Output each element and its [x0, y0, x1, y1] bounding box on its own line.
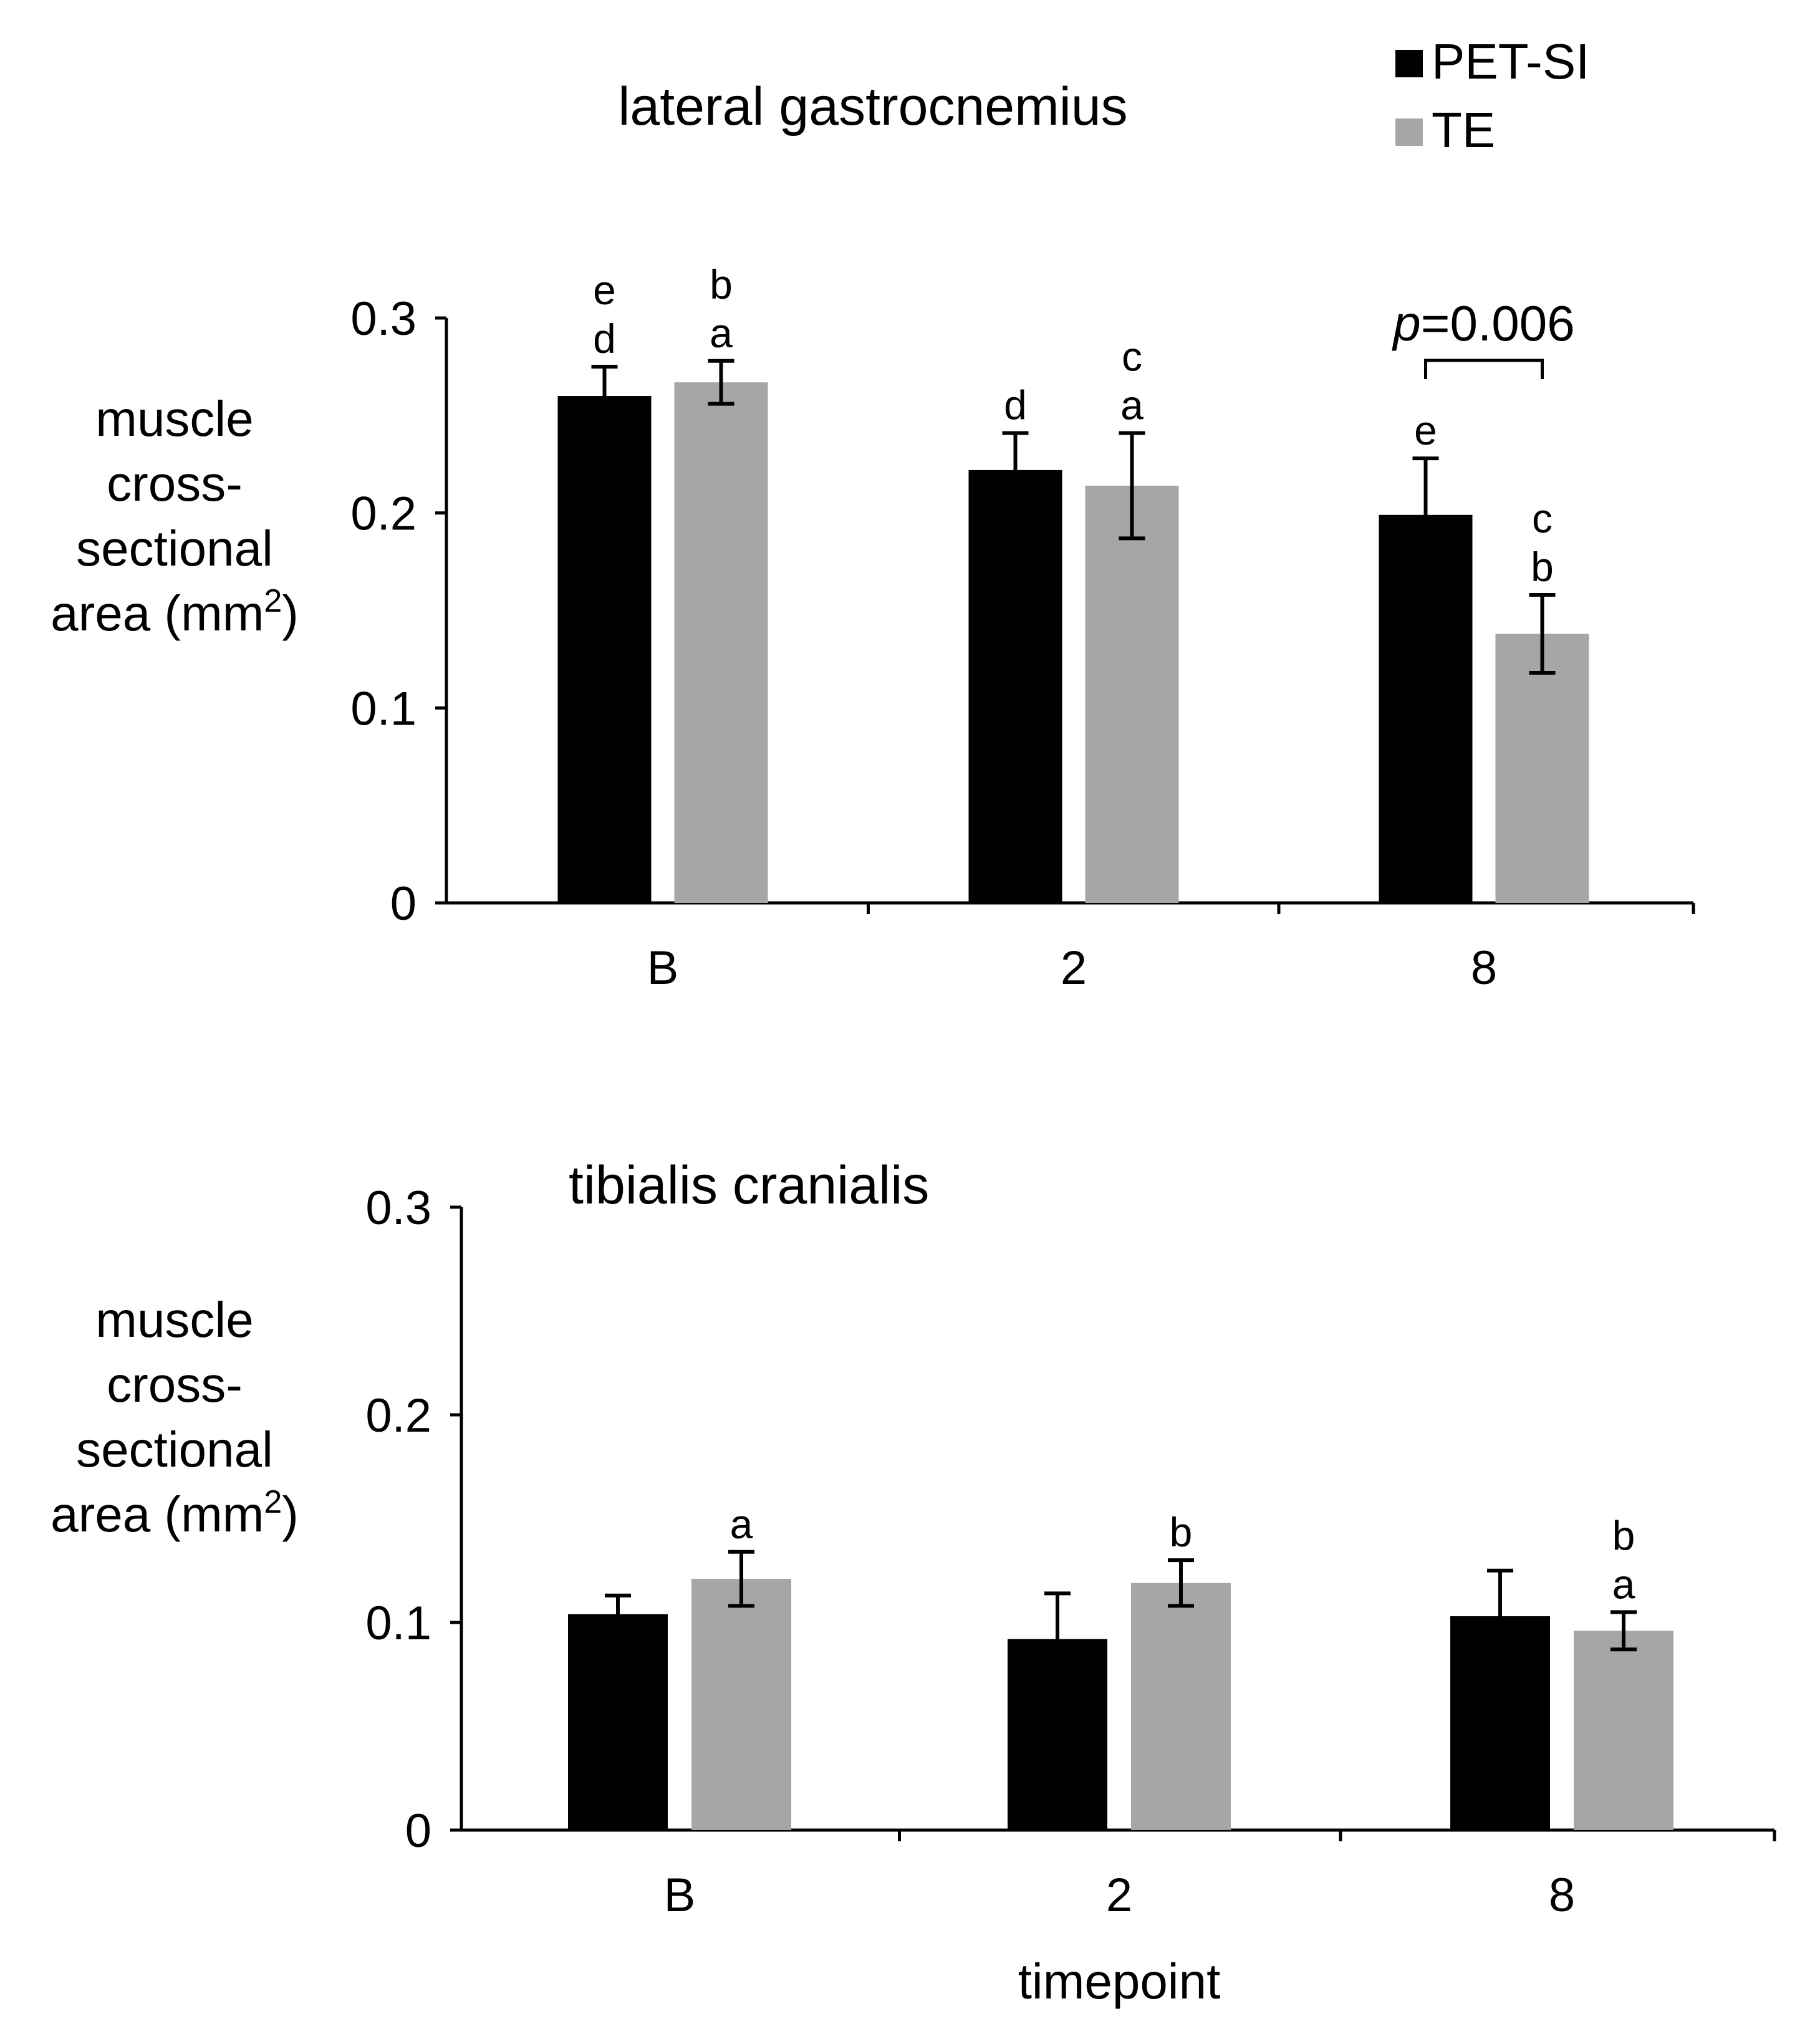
- significance-letter: b: [1612, 1512, 1635, 1558]
- bar-te: [674, 382, 768, 903]
- significance-letter: b: [710, 261, 733, 307]
- bar-pet-si: [1379, 514, 1473, 903]
- error-bar: [728, 1550, 754, 1608]
- y-axis-label-line: sectional: [76, 1422, 273, 1477]
- y-tick-label: 0.2: [365, 1389, 431, 1442]
- y-axis-label: muscle cross-sectional area (mm2): [51, 1292, 299, 1542]
- y-tick-label: 0: [405, 1805, 431, 1858]
- y-axis-label: muscle cross-sectional area (mm2): [51, 391, 299, 641]
- error-bar: [1611, 1610, 1637, 1652]
- y-axis-label-line: muscle: [95, 391, 253, 446]
- significance-letter: d: [1004, 382, 1027, 428]
- y-tick-label: 0.2: [350, 488, 416, 541]
- bar-te: [1085, 485, 1179, 903]
- y-tick-label: 0.1: [350, 682, 416, 735]
- x-tick-label: 8: [1471, 942, 1497, 995]
- chart-title: tibialis cranialis: [569, 1155, 929, 1215]
- significance-letter: a: [1612, 1561, 1635, 1607]
- significance-letter: e: [593, 267, 616, 313]
- significance-letter: b: [1531, 544, 1554, 590]
- y-tick-label: 0.1: [365, 1597, 431, 1650]
- y-tick-label: 0.3: [350, 292, 416, 345]
- legend: PET-SI TE: [1395, 34, 1589, 158]
- significance-letter: c: [1122, 333, 1142, 379]
- legend-swatch-te: [1395, 118, 1423, 146]
- y-axis-label-line: area (mm2): [51, 583, 299, 641]
- y-axis-label-line: area (mm2): [51, 1484, 299, 1542]
- y-tick-label: 0.3: [365, 1182, 431, 1235]
- error-bar: [1044, 1591, 1071, 1687]
- y-axis-label-line: cross-: [107, 1357, 243, 1412]
- bar-te: [691, 1579, 791, 1830]
- error-bar: [1168, 1558, 1194, 1608]
- legend-label-te: TE: [1432, 102, 1495, 158]
- significance-letter: a: [1120, 382, 1144, 428]
- y-axis-label-line: muscle: [95, 1292, 253, 1347]
- x-tick-label: 2: [1061, 942, 1087, 995]
- legend-label-pet-si: PET-SI: [1432, 34, 1589, 89]
- chart-panel-lateral-gastrocnemius: lateral gastrocnemius muscle cross-section…: [51, 77, 1695, 995]
- significance-letter: e: [1414, 407, 1437, 453]
- error-bar: [605, 1593, 631, 1635]
- bar-pet-si: [557, 396, 652, 903]
- chart-title: lateral gastrocnemius: [618, 77, 1127, 137]
- p-value-label: p=0.006: [1392, 296, 1574, 351]
- error-bar: [1119, 431, 1145, 541]
- error-bar: [591, 365, 618, 427]
- comparison-bracket: [1424, 359, 1544, 379]
- x-tick-label: 2: [1106, 1869, 1132, 1922]
- x-tick-label: B: [664, 1869, 696, 1922]
- error-bar: [1412, 456, 1439, 574]
- y-axis-label-line: cross-: [107, 456, 243, 511]
- significance-letter: a: [710, 310, 733, 356]
- bar-te: [1131, 1583, 1231, 1830]
- significance-letter: c: [1532, 495, 1553, 541]
- y-tick-label: 0: [390, 877, 416, 930]
- significance-letter: d: [593, 316, 616, 362]
- error-bar: [1487, 1568, 1513, 1664]
- error-bar: [708, 359, 734, 406]
- bar-pet-si: [968, 470, 1062, 903]
- bar-pet-si: [568, 1614, 668, 1830]
- x-tick-label: B: [647, 942, 679, 995]
- chart-panel-tibialis-cranialis: tibialis cranialis muscle cross-sectional a…: [51, 1155, 1776, 2009]
- bar-te: [1574, 1631, 1673, 1830]
- bar-te: [1495, 634, 1589, 903]
- error-bar: [1002, 431, 1029, 509]
- x-axis-title: timepoint: [1018, 1954, 1221, 2009]
- legend-swatch-pet-si: [1395, 50, 1423, 77]
- x-tick-label: 8: [1549, 1869, 1575, 1922]
- error-bar: [1529, 592, 1556, 675]
- y-axis-label-line: sectional: [76, 521, 273, 576]
- significance-letter: a: [730, 1501, 753, 1547]
- significance-letter: b: [1170, 1509, 1193, 1555]
